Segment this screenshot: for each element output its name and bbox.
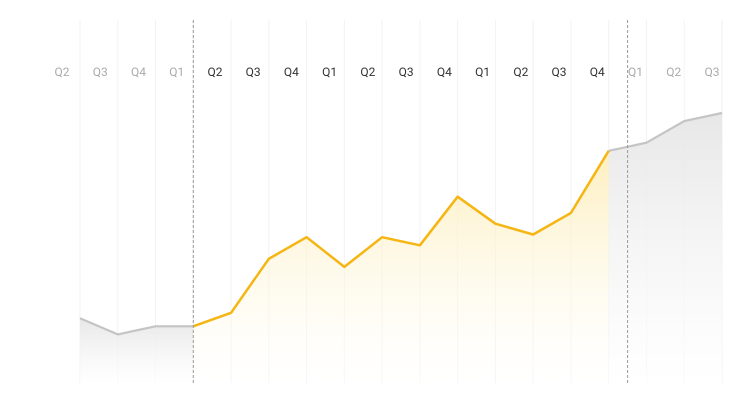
x-tick-label: Q1 [628,65,643,79]
x-tick-label: Q3 [705,65,720,79]
x-tick-label: Q2 [55,65,70,79]
highlight-area [193,150,609,383]
x-tick-label: Q2 [207,65,222,79]
future-area [608,113,722,383]
x-tick-label: Q3 [93,65,108,79]
x-tick-label: Q3 [246,65,261,79]
x-tick-label: Q4 [437,65,452,79]
x-tick-label: Q1 [475,65,490,79]
past-area [80,318,194,383]
x-tick-label: Q1 [322,65,337,79]
x-tick-label: Q4 [284,65,299,79]
x-tick-label: Q3 [552,65,567,79]
x-tick-label: Q4 [131,65,146,79]
x-tick-label: Q3 [399,65,414,79]
x-tick-label: Q2 [666,65,681,79]
x-tick-label: Q2 [513,65,528,79]
x-tick-label: Q4 [590,65,605,79]
x-tick-label: Q1 [169,65,184,79]
past-line [79,317,194,336]
x-tick-label: Q2 [360,65,375,79]
highlight-line [192,150,610,328]
